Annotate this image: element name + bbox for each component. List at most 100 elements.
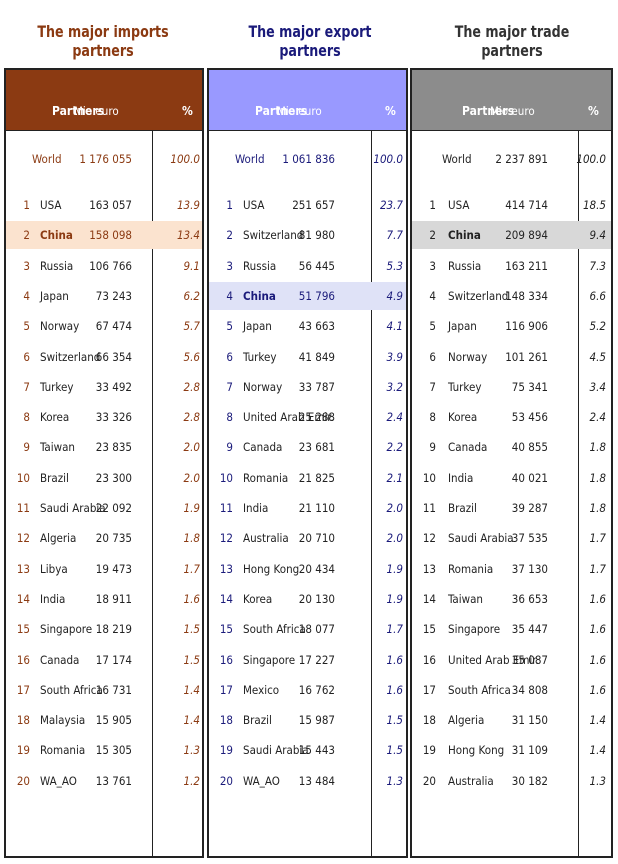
trade-table-header: Partners Mio euro%	[412, 70, 611, 131]
row-percent: 1.6	[589, 682, 606, 697]
row-value: 15 905	[95, 713, 132, 728]
row-percent: 6.6	[589, 288, 606, 303]
trade-table: Partners Mio euro% World 2 237 891 100.0 1 USA…	[410, 68, 613, 858]
exports-table: Partners Mio euro% World 1 061 836 100.0 1 USA…	[207, 68, 408, 858]
row-rank: 7	[23, 379, 30, 394]
row-value: 41 849	[298, 349, 335, 364]
row-value: 67 474	[95, 319, 132, 334]
row-value: 15 443	[298, 743, 335, 758]
row-partner: Japan	[448, 319, 477, 334]
row-rank: 6	[429, 349, 436, 364]
row-rank: 3	[226, 258, 233, 273]
row-value: 23 300	[95, 470, 132, 485]
highlight-row	[209, 281, 406, 310]
row-value: 33 492	[95, 379, 132, 394]
row-partner: Japan	[40, 288, 69, 303]
row-partner: Romania	[40, 743, 86, 758]
highlight-row	[6, 221, 202, 250]
row-percent: 1.3	[589, 773, 606, 788]
row-partner: Canada	[40, 652, 80, 667]
row-value: 21 825	[298, 470, 335, 485]
row-rank: 3	[23, 258, 30, 273]
row-value: 20 434	[298, 561, 335, 576]
row-partner: Singapore	[40, 622, 93, 637]
row-value: 40 021	[511, 470, 548, 485]
row-partner: USA	[448, 198, 470, 212]
row-partner: Brazil	[448, 501, 477, 515]
header-percent: %	[182, 104, 193, 118]
row-partner: Romania	[243, 470, 289, 485]
row-percent: 1.9	[183, 501, 200, 515]
header-value: Mio euro	[277, 104, 322, 118]
row-rank: 14	[16, 591, 30, 606]
row-partner: Korea	[40, 410, 70, 425]
row-rank: 8	[23, 410, 30, 425]
row-rank: 11	[219, 501, 233, 515]
row-value: 35 087	[511, 652, 548, 667]
row-partner: India	[448, 470, 474, 485]
header-value: Mio euro	[74, 104, 119, 118]
row-rank: 20	[219, 773, 233, 788]
row-percent: 7.7	[386, 228, 403, 243]
row-partner: Switzerland	[40, 349, 101, 364]
header-value: Mio euro	[490, 104, 535, 118]
row-percent: 2.0	[386, 531, 403, 546]
row-partner: Mexico	[243, 682, 280, 697]
row-rank: 3	[429, 258, 436, 273]
row-rank: 20	[16, 773, 30, 788]
row-rank: 4	[23, 288, 30, 303]
row-value: 81 980	[298, 228, 335, 243]
row-partner: Hong Kong	[243, 561, 300, 576]
row-partner: Saudi Arabia	[243, 743, 309, 758]
row-rank: 10	[219, 470, 233, 485]
row-percent: 18.5	[582, 198, 606, 212]
row-rank: 12	[422, 531, 436, 546]
row-value: 13 761	[95, 773, 132, 788]
row-percent: 2.4	[589, 410, 606, 425]
row-partner: Russia	[243, 258, 277, 273]
row-partner: Canada	[243, 440, 283, 455]
row-percent: 4.1	[386, 319, 403, 334]
row-percent: 1.3	[386, 773, 403, 788]
row-rank: 10	[16, 470, 30, 485]
row-value: 106 766	[89, 258, 132, 273]
row-percent: 1.8	[589, 470, 606, 485]
row-partner: India	[40, 591, 66, 606]
row-partner: Libya	[40, 561, 68, 576]
row-partner: Turkey	[448, 379, 482, 394]
row-percent: 1.7	[183, 561, 200, 576]
row-partner: Japan	[243, 319, 272, 334]
exports-panel-title: The major export partners	[248, 22, 372, 60]
row-partner: Algeria	[40, 531, 77, 546]
row-rank: 2	[429, 228, 436, 243]
header-percent: %	[588, 104, 599, 118]
row-value: 18 219	[95, 622, 132, 637]
row-partner: Canada	[448, 440, 488, 455]
row-percent: 1.8	[589, 501, 606, 515]
row-percent: 1.6	[589, 591, 606, 606]
row-value: 158 098	[89, 228, 132, 243]
row-rank: 14	[219, 591, 233, 606]
row-rank: 18	[422, 713, 436, 728]
row-rank: 8	[226, 410, 233, 425]
row-value: 18 911	[95, 591, 132, 606]
row-rank: 5	[226, 319, 233, 334]
row-percent: 2.8	[183, 410, 200, 425]
exports-table-header: Partners Mio euro%	[209, 70, 406, 131]
column-divider	[152, 130, 153, 856]
row-rank: 9	[429, 440, 436, 455]
imports-panel-title: The major imports partners	[37, 22, 169, 60]
row-value: 30 182	[511, 773, 548, 788]
row-partner: India	[243, 501, 269, 515]
column-divider	[578, 130, 579, 856]
row-rank: 13	[16, 561, 30, 576]
row-percent: 2.0	[183, 440, 200, 455]
row-percent: 1.7	[386, 622, 403, 637]
row-percent: 1.4	[589, 713, 606, 728]
row-rank: 17	[422, 682, 436, 697]
world-value: 2 237 891	[495, 152, 548, 166]
row-value: 23 835	[95, 440, 132, 455]
row-value: 163 057	[89, 198, 132, 212]
row-rank: 19	[16, 743, 30, 758]
row-percent: 1.6	[386, 652, 403, 667]
